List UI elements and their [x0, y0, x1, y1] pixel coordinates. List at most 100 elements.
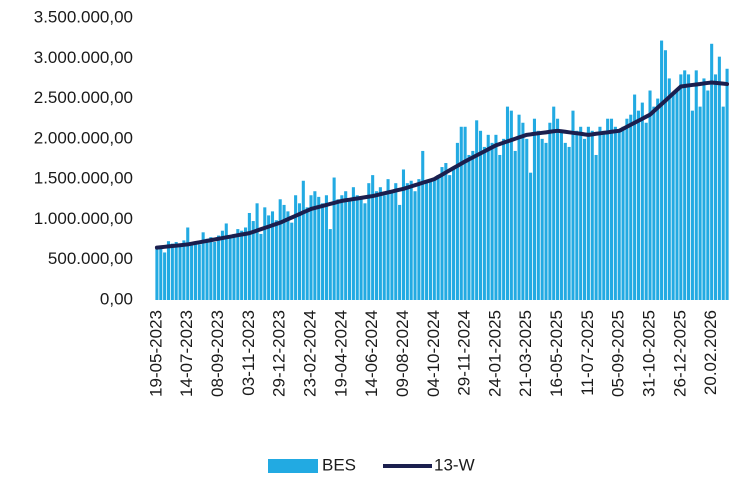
bar	[297, 203, 302, 300]
bar	[532, 118, 536, 300]
bar	[224, 223, 228, 300]
bar	[417, 179, 421, 300]
bar	[232, 233, 236, 300]
bar	[486, 134, 490, 300]
bar	[648, 90, 652, 300]
bar	[463, 126, 467, 301]
bar	[317, 196, 321, 300]
bar	[675, 90, 679, 300]
bar	[351, 187, 355, 300]
bar	[521, 122, 525, 300]
bar	[548, 122, 552, 300]
bar	[274, 220, 278, 300]
bar	[482, 146, 486, 300]
bar	[251, 221, 255, 300]
bar	[640, 102, 644, 300]
x-tick-label: 23-02-2024	[301, 310, 320, 397]
bar	[163, 252, 167, 300]
bar	[209, 237, 213, 300]
bar	[386, 179, 390, 300]
bar	[667, 78, 671, 300]
x-tick-label: 19-04-2024	[331, 310, 350, 397]
bar	[575, 130, 579, 300]
bar	[694, 70, 698, 300]
bar	[398, 204, 402, 300]
bar	[267, 215, 271, 300]
bar	[428, 180, 432, 300]
bar	[475, 120, 479, 300]
bar	[586, 126, 590, 301]
bar	[613, 126, 617, 301]
x-tick-label: 21-03-2025	[516, 310, 535, 397]
bar	[452, 167, 456, 300]
bar	[505, 106, 510, 300]
bar	[371, 175, 375, 300]
bar	[421, 150, 425, 300]
x-tick-label: 19-05-2023	[146, 310, 165, 397]
bar	[467, 154, 471, 300]
bar	[378, 187, 382, 300]
bar	[478, 130, 483, 300]
bar	[201, 232, 205, 300]
bar	[609, 118, 614, 300]
bar	[236, 229, 240, 300]
bar	[270, 211, 275, 300]
bar	[193, 241, 197, 300]
bar	[636, 110, 641, 301]
bar	[509, 110, 513, 301]
bar	[571, 110, 575, 301]
bar	[544, 142, 548, 300]
bar	[363, 203, 367, 300]
bar	[336, 199, 340, 300]
bar	[563, 142, 567, 300]
bar	[579, 126, 583, 301]
bar	[159, 247, 163, 300]
bar	[582, 138, 587, 300]
legend-label: BES	[322, 455, 356, 474]
bar	[556, 118, 560, 300]
y-tick-label: 1.000.000,00	[34, 209, 133, 228]
x-tick-label: 24-01-2025	[485, 310, 504, 397]
bar	[282, 204, 286, 300]
bar	[598, 126, 602, 301]
bar	[374, 191, 379, 300]
bar	[617, 130, 621, 300]
bar	[425, 183, 429, 300]
bar	[525, 138, 529, 300]
bar	[652, 106, 656, 300]
bar	[690, 110, 694, 301]
bar	[301, 180, 305, 300]
bar	[660, 40, 664, 301]
bar	[633, 94, 637, 301]
y-tick-label: 2.500.000,00	[34, 88, 133, 107]
bar	[259, 233, 263, 300]
bar	[186, 227, 190, 300]
bar	[213, 241, 217, 300]
x-tick-label: 20.02.2026	[701, 310, 720, 395]
x-tick-label: 09-08-2024	[393, 310, 412, 397]
bar	[155, 248, 159, 300]
bar	[220, 230, 224, 300]
y-tick-label: 0,00	[100, 289, 133, 308]
bar	[332, 177, 336, 300]
bar	[286, 211, 290, 300]
y-tick-label: 500.000,00	[48, 249, 133, 268]
legend-swatch	[268, 459, 318, 473]
y-tick-label: 3.500.000,00	[34, 7, 133, 26]
x-tick-label: 11-07-2025	[578, 310, 597, 396]
bar	[321, 203, 325, 300]
bar	[656, 98, 660, 300]
bar	[713, 74, 718, 301]
line	[154, 80, 729, 250]
x-tick-label: 04-10-2024	[424, 310, 443, 397]
bar	[278, 199, 282, 300]
bar	[409, 180, 413, 300]
bar	[309, 195, 313, 300]
bar	[313, 191, 317, 300]
bar	[540, 138, 544, 300]
bar	[710, 43, 714, 300]
bar	[687, 74, 691, 301]
bar	[679, 74, 683, 301]
bar	[502, 138, 506, 300]
